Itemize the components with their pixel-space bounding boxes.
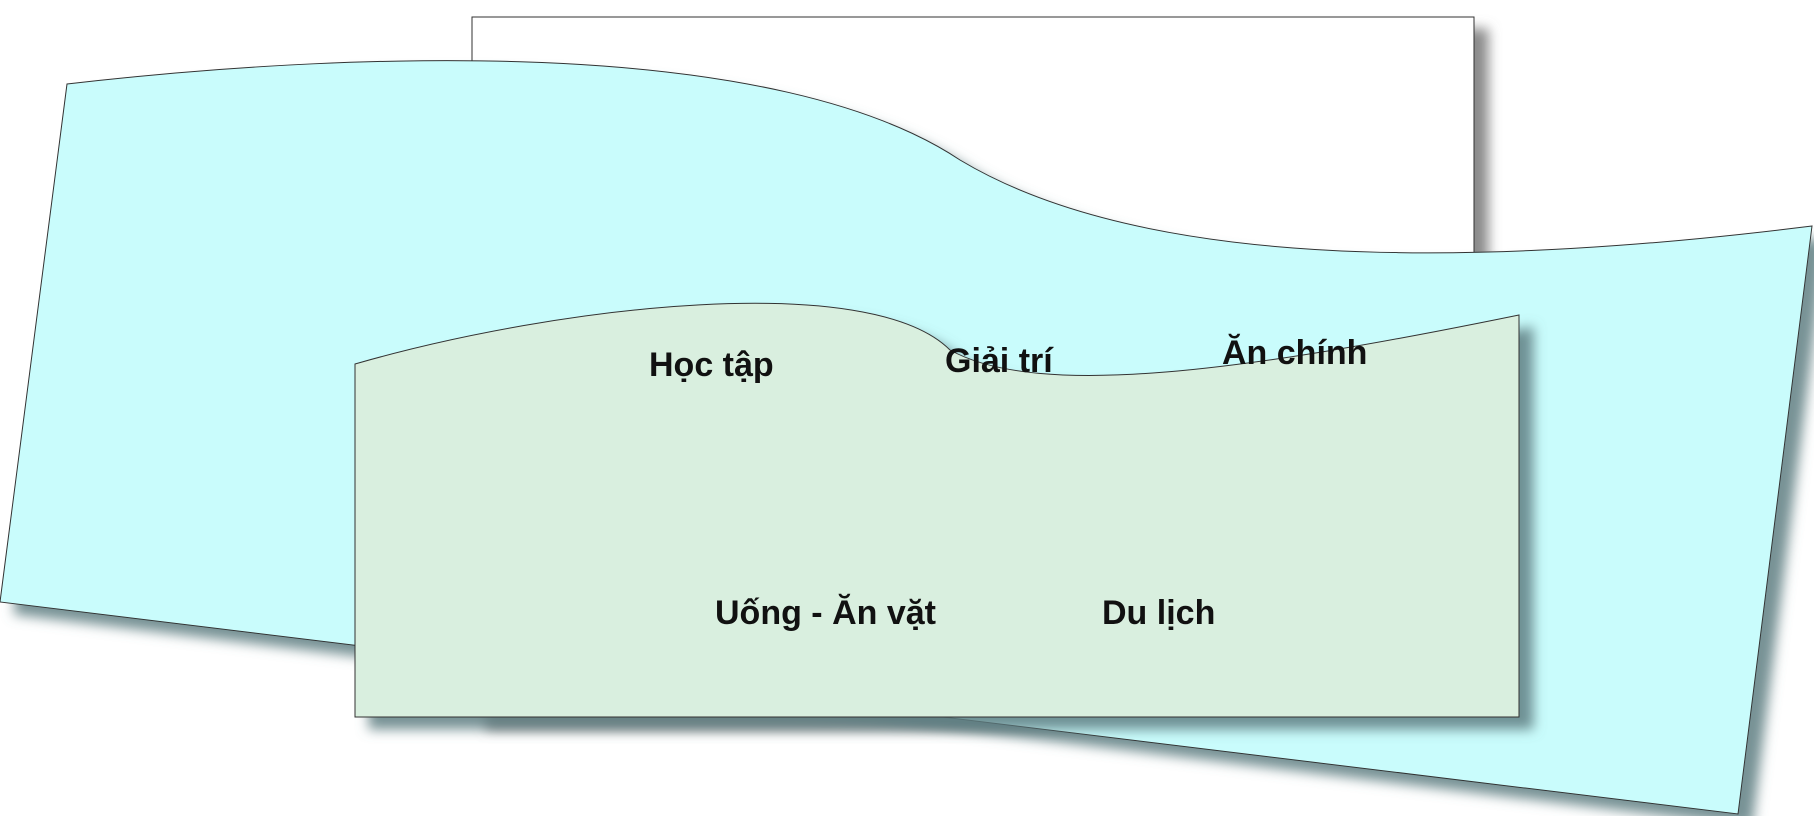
category-label-an-chinh: Ăn chính (1222, 334, 1368, 372)
category-label-hoc-tap: Học tập (649, 346, 774, 384)
front-card-shape (354, 302, 1520, 718)
category-label-du-lich: Du lịch (1102, 594, 1216, 632)
category-label-giai-tri: Giải trí (945, 342, 1053, 380)
category-label-uong-an-vat: Uống - Ăn vặt (715, 594, 936, 632)
